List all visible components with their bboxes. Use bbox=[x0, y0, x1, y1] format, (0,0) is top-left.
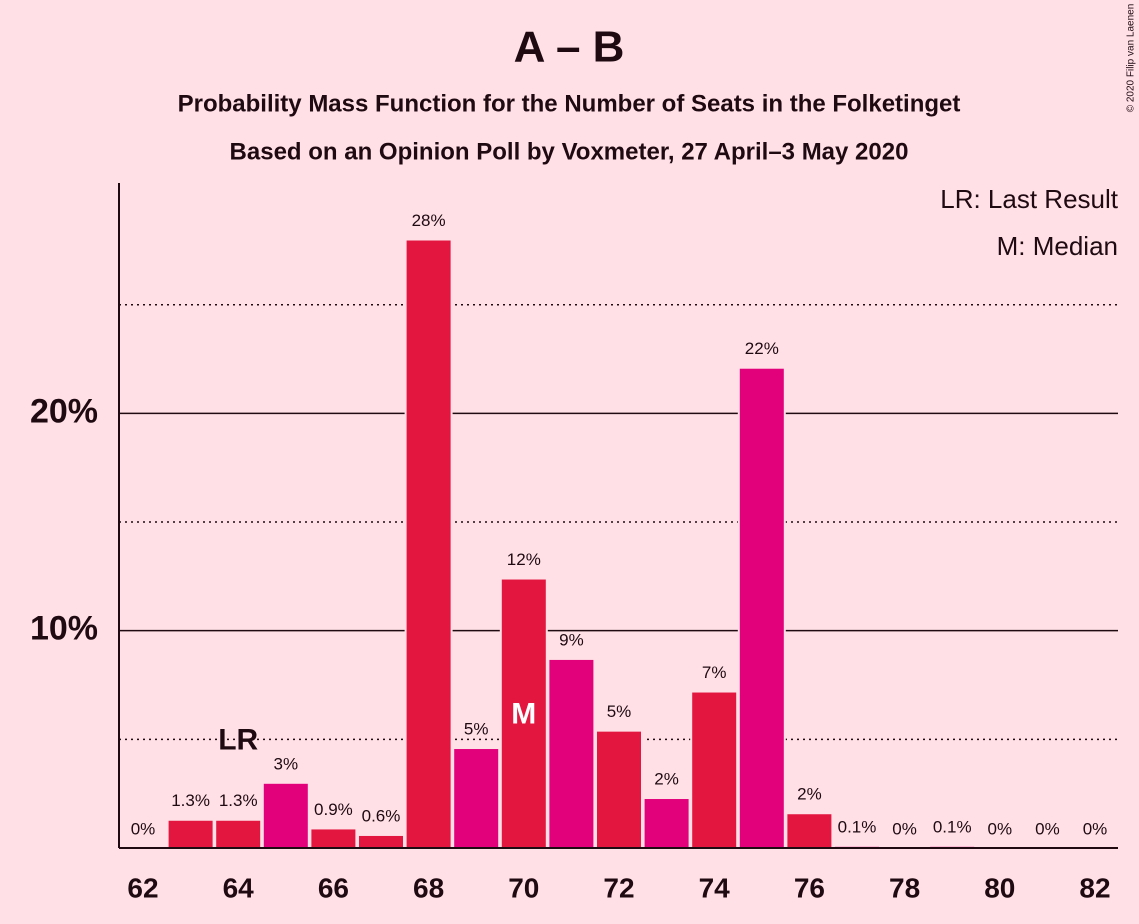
value-label: 28% bbox=[412, 211, 446, 230]
value-label: 0.9% bbox=[314, 800, 353, 819]
value-label: 1.3% bbox=[219, 791, 258, 810]
x-tick-label: 74 bbox=[699, 872, 731, 903]
last-result-marker: LR bbox=[218, 724, 258, 757]
value-label: 0.6% bbox=[362, 806, 401, 825]
x-tick-label: 80 bbox=[984, 872, 1015, 903]
value-label: 0% bbox=[1083, 819, 1108, 838]
legend-entry: M: Median bbox=[997, 231, 1118, 261]
copyright: © 2020 Filip van Laenen bbox=[1126, 4, 1137, 113]
bar bbox=[785, 812, 834, 849]
bar bbox=[737, 366, 786, 849]
bar bbox=[309, 827, 358, 849]
bars bbox=[166, 238, 977, 850]
y-tick-label: 10% bbox=[30, 610, 98, 648]
x-tick-label: 64 bbox=[223, 872, 255, 903]
value-label: 0.1% bbox=[933, 817, 972, 836]
value-label: 7% bbox=[702, 663, 727, 682]
x-tick-label: 76 bbox=[794, 872, 825, 903]
chart-subtitle: Probability Mass Function for the Number… bbox=[178, 90, 961, 117]
x-tick-label: 66 bbox=[318, 872, 349, 903]
x-tick-label: 62 bbox=[127, 872, 158, 903]
value-label: 12% bbox=[507, 550, 541, 569]
bar bbox=[261, 781, 310, 849]
bar bbox=[357, 833, 405, 849]
bar bbox=[642, 797, 691, 850]
x-tick-label: 70 bbox=[508, 872, 539, 903]
bar bbox=[214, 818, 263, 849]
bar bbox=[595, 729, 643, 849]
median-marker: M bbox=[511, 697, 536, 730]
bar bbox=[452, 747, 501, 849]
value-label: 2% bbox=[797, 785, 822, 804]
x-tick-label: 72 bbox=[603, 872, 634, 903]
value-label: 0% bbox=[1035, 819, 1060, 838]
value-label: 5% bbox=[607, 702, 632, 721]
value-label: 22% bbox=[745, 339, 779, 358]
value-label: 2% bbox=[654, 770, 679, 789]
x-tick-label: 68 bbox=[413, 872, 444, 903]
value-label: 0% bbox=[131, 819, 156, 838]
x-tick-label: 82 bbox=[1079, 872, 1110, 903]
chart-title: A – B bbox=[514, 23, 625, 72]
value-label: 5% bbox=[464, 720, 489, 739]
value-label: 0% bbox=[988, 819, 1013, 838]
x-tick-label: 78 bbox=[889, 872, 920, 903]
chart-subtitle: Based on an Opinion Poll by Voxmeter, 27… bbox=[230, 138, 909, 165]
bar bbox=[166, 818, 215, 849]
bar bbox=[547, 657, 596, 850]
legend-entry: LR: Last Result bbox=[940, 184, 1119, 214]
value-label: 1.3% bbox=[171, 791, 210, 810]
bar bbox=[690, 690, 739, 849]
y-tick-label: 20% bbox=[30, 392, 98, 430]
bar bbox=[404, 238, 453, 849]
value-label: 0.1% bbox=[838, 817, 877, 836]
value-label: 3% bbox=[274, 754, 299, 773]
value-label: 0% bbox=[892, 819, 917, 838]
value-label: 9% bbox=[559, 630, 584, 649]
